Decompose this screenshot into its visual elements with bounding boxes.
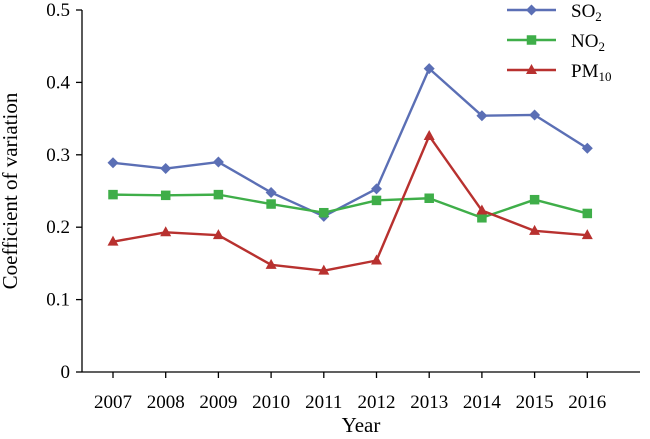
data-point-so2	[529, 109, 541, 121]
y-ticks: 0 0.1 0.2 0.3 0.4 0.5	[46, 0, 82, 383]
series-line-so2	[112, 67, 588, 218]
data-point-so2	[476, 110, 488, 122]
data-point-so2	[107, 157, 119, 169]
x-tick-label: 2011	[305, 392, 342, 413]
data-point-so2	[265, 186, 277, 198]
x-tick-label: 2013	[410, 392, 448, 413]
data-point-no2	[424, 193, 434, 203]
legend-label-no2: NO2	[571, 31, 605, 54]
legend-item-so2: SO2	[507, 1, 602, 24]
y-tick-label: 0.5	[46, 0, 70, 21]
legend-marker-no2	[526, 35, 537, 45]
y-tick-label: 0.3	[46, 145, 70, 166]
data-point-so2	[581, 142, 593, 154]
data-point-pm10	[529, 224, 541, 235]
x-tick-label: 2015	[516, 392, 554, 413]
legend-item-no2: NO2	[507, 31, 605, 54]
series-line-pm10	[112, 134, 588, 272]
y-tick-label: 0	[61, 362, 71, 383]
data-point-pm10	[160, 226, 172, 237]
series-so2	[107, 63, 593, 222]
data-point-no2	[160, 190, 171, 201]
x-tick-label: 2014	[463, 392, 502, 413]
data-point-so2	[212, 156, 224, 168]
x-tick-label: 2007	[94, 392, 132, 413]
legend-label-so2: SO2	[571, 1, 602, 24]
x-tick-label: 2012	[358, 392, 396, 413]
y-tick-label: 0.4	[46, 72, 70, 93]
data-point-no2	[108, 189, 118, 200]
data-point-pm10	[423, 129, 435, 140]
y-tick-label: 0.1	[46, 290, 70, 311]
data-point-no2	[371, 195, 382, 206]
x-tick-label: 2009	[199, 392, 237, 413]
data-point-pm10	[107, 235, 119, 246]
data-point-pm10	[581, 229, 593, 240]
data-point-pm10	[476, 204, 488, 215]
x-tick-label: 2010	[252, 392, 290, 413]
y-axis-title: Coefficient of variation	[0, 92, 22, 289]
data-point-so2	[423, 63, 435, 75]
data-point-pm10	[318, 264, 330, 275]
data-point-no2	[319, 207, 329, 218]
data-point-no2	[266, 199, 276, 209]
legend-label-pm10: PM10	[571, 61, 611, 84]
series-layer	[107, 63, 593, 275]
data-point-pm10	[212, 229, 224, 240]
legend-marker-pm10	[526, 64, 537, 74]
x-ticks: 2007 2008 2009 2010 2011 2012 2013 2014 2015 2016	[94, 372, 606, 413]
data-point-no2	[582, 208, 593, 219]
data-point-no2	[213, 189, 224, 200]
x-tick-label: 2008	[147, 392, 185, 413]
y-tick-label: 0.2	[46, 217, 70, 238]
x-tick-label: 2016	[568, 392, 606, 413]
data-point-pm10	[371, 254, 382, 265]
legend-marker-so2	[526, 4, 537, 16]
data-point-so2	[160, 163, 172, 175]
x-axis-title: Year	[342, 413, 381, 437]
series-no2	[108, 189, 593, 223]
data-point-so2	[371, 183, 382, 195]
data-point-no2	[529, 194, 540, 205]
legend: SO2 NO2 PM10	[507, 1, 611, 84]
series-line-no2	[112, 193, 588, 219]
data-point-pm10	[265, 258, 277, 269]
series-pm10	[107, 129, 593, 275]
axes	[81, 10, 640, 373]
data-point-no2	[477, 213, 487, 223]
legend-item-pm10: PM10	[507, 61, 611, 84]
